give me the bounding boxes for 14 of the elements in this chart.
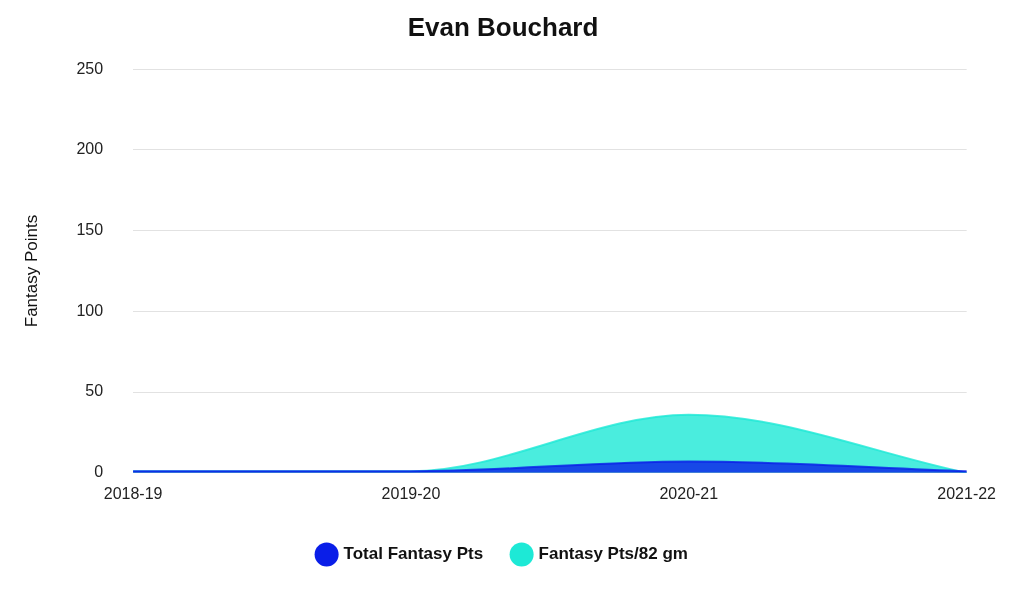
x-tick-label: 2021-22 bbox=[937, 484, 997, 502]
y-tick-label: 0 bbox=[94, 463, 104, 481]
chart-title: Evan Bouchard bbox=[407, 11, 599, 42]
y-tick-label: 50 bbox=[85, 382, 104, 400]
legend-label: Total Fantasy Pts bbox=[343, 544, 484, 564]
x-tick-label: 2020-21 bbox=[659, 484, 719, 502]
x-tick-label: 2019-20 bbox=[381, 484, 441, 502]
y-tick-label: 250 bbox=[76, 59, 104, 77]
y-tick-label: 150 bbox=[76, 221, 104, 239]
y-tick-label: 200 bbox=[76, 140, 104, 158]
legend-label: Fantasy Pts/82 gm bbox=[538, 544, 688, 564]
y-axis-title: Fantasy Points bbox=[21, 214, 41, 328]
y-tick-label: 100 bbox=[76, 301, 104, 319]
x-tick-label: 2018-19 bbox=[103, 484, 163, 502]
